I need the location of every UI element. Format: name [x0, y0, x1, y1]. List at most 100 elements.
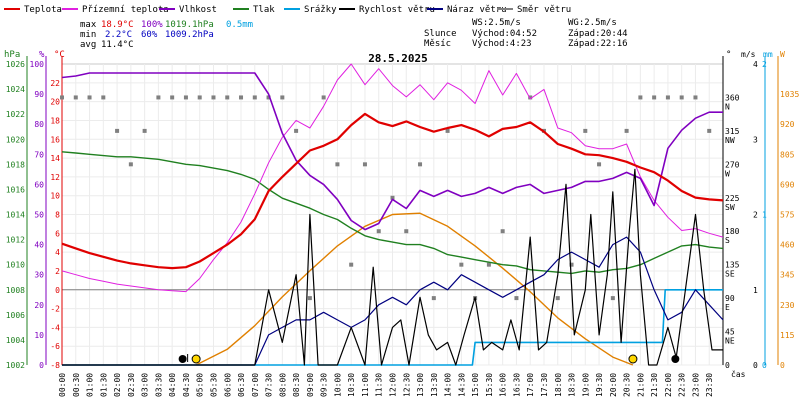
stats-max-press: 1019.1hPa: [165, 20, 214, 30]
wind-dir-point: [376, 229, 381, 234]
x-tick: 20:00: [609, 373, 618, 397]
wind-dir-point: [280, 95, 285, 100]
wind-dir-point: [87, 95, 92, 100]
temperature-tick: 6: [55, 229, 60, 238]
temperature-tick: 2: [55, 267, 60, 276]
wind-dir-point: [418, 162, 423, 167]
wind-dir-name: N: [725, 102, 730, 111]
x-tick: 13:00: [416, 373, 425, 397]
humidity-tick: 100: [30, 60, 45, 69]
x-tick: 09:00: [306, 373, 315, 397]
legend-label-4: Srážky: [304, 5, 337, 15]
wind-dir-point: [638, 95, 643, 100]
x-tick: 22:30: [678, 373, 687, 397]
x-tick: 18:00: [554, 373, 563, 397]
wind-dir-name: E: [725, 303, 730, 312]
x-tick: 17:30: [540, 373, 549, 397]
sun-label: Slunce: [424, 29, 457, 39]
wind-dir-point: [239, 95, 244, 100]
legend-label-3: Tlak: [253, 5, 275, 15]
pressure-tick: 1012: [6, 236, 25, 245]
temperature-tick: 10: [50, 192, 60, 201]
wind-dir-point: [610, 296, 615, 301]
series-line-p-zemn-teplota: [61, 63, 724, 293]
legend-label-0: Teplota: [24, 5, 62, 15]
wind-dir-point: [569, 262, 574, 267]
x-tick: 01:30: [99, 373, 108, 397]
x-tick: 21:00: [636, 373, 645, 397]
wind-dir-tick: 180: [725, 227, 740, 236]
stats-max-label: max: [80, 20, 97, 30]
wind-dir-point: [679, 95, 684, 100]
series-line-tlak: [61, 151, 724, 275]
series-line-teplota: [61, 112, 724, 270]
legend-label-7: Směr větru: [517, 5, 571, 15]
wind-dir-point: [115, 128, 120, 133]
rain-tick: 1: [762, 211, 767, 220]
legend: Teplota Přízemní teplota Vlhkost Tlak Srážky…: [4, 5, 571, 15]
x-tick: 12:00: [389, 373, 398, 397]
wind-speed-tick: 4: [753, 60, 758, 69]
pressure-tick: 1026: [6, 60, 25, 69]
wind-dir-tick: 45: [725, 328, 735, 337]
x-tick: 16:30: [512, 373, 521, 397]
temperature-tick: -2: [50, 305, 60, 314]
x-tick: 00:00: [58, 373, 67, 397]
x-tick: 08:00: [278, 373, 287, 397]
x-tick: 21:30: [650, 373, 659, 397]
x-tick: 02:30: [127, 373, 136, 397]
radiation-tick: 0: [780, 361, 785, 370]
x-tick: 15:30: [485, 373, 494, 397]
humidity-tick: 80: [34, 120, 44, 129]
x-tick: 02:00: [113, 373, 122, 397]
x-tick: 11:30: [375, 373, 384, 397]
wind-dir-point: [252, 95, 257, 100]
radiation-tick: 920: [780, 120, 795, 129]
wind-dir-point: [183, 95, 188, 100]
radiation-tick: 115: [780, 331, 795, 340]
wind-dir-point: [693, 95, 698, 100]
wind-dir-point: [597, 162, 602, 167]
x-tick: 05:00: [196, 373, 205, 397]
x-tick: 05:30: [209, 373, 218, 397]
temperature-tick: 12: [50, 173, 60, 182]
stats-max-hum: 100%: [141, 20, 163, 30]
wind-dir-point: [321, 95, 326, 100]
series-line-n-raz-v-tru: [62, 236, 724, 366]
x-tick: 11:00: [361, 373, 370, 397]
x-tick: 23:30: [705, 373, 714, 397]
temperature-tick: -6: [50, 342, 60, 351]
x-tick: 18:30: [568, 373, 577, 397]
wind-dir-name: NW: [725, 136, 735, 145]
wind-dir-point: [60, 95, 64, 100]
wind-dir-point: [652, 95, 657, 100]
stats-min-press: 1009.2hPa: [165, 30, 214, 40]
pressure-tick: 1002: [6, 361, 25, 370]
x-tick: 19:00: [581, 373, 590, 397]
wind-dir-tick: 315: [725, 127, 740, 136]
moonrise-time: Východ:4:23: [472, 39, 532, 49]
wind-dir-point: [142, 128, 147, 133]
temperature-tick: 20: [50, 98, 60, 107]
moonset-marker: [671, 355, 680, 363]
stats-avg-temp: 11.4°C: [101, 40, 134, 50]
x-tick: 07:30: [265, 373, 274, 397]
x-tick: 10:00: [333, 373, 342, 397]
stats-wg: WG:2.5m/s: [568, 18, 617, 28]
pressure-tick: 1014: [6, 211, 25, 220]
temperature-tick: 18: [50, 116, 60, 125]
humidity-tick: 10: [34, 331, 44, 340]
pressure-tick: 1004: [6, 336, 25, 345]
wind-dir-point: [170, 95, 175, 100]
wind-speed-tick: 0: [753, 361, 758, 370]
humidity-tick: 70: [34, 150, 44, 159]
wind-dir-point: [335, 162, 340, 167]
pressure-tick: 1024: [6, 85, 25, 94]
x-tick: 03:30: [154, 373, 163, 397]
wind-dir-point: [431, 296, 436, 301]
moonset-time: Západ:22:16: [568, 39, 628, 49]
wind-speed-tick: 2: [753, 211, 758, 220]
wind-dir-point: [362, 162, 367, 167]
x-tick: 07:00: [251, 373, 260, 397]
x-tick: 16:00: [499, 373, 508, 397]
